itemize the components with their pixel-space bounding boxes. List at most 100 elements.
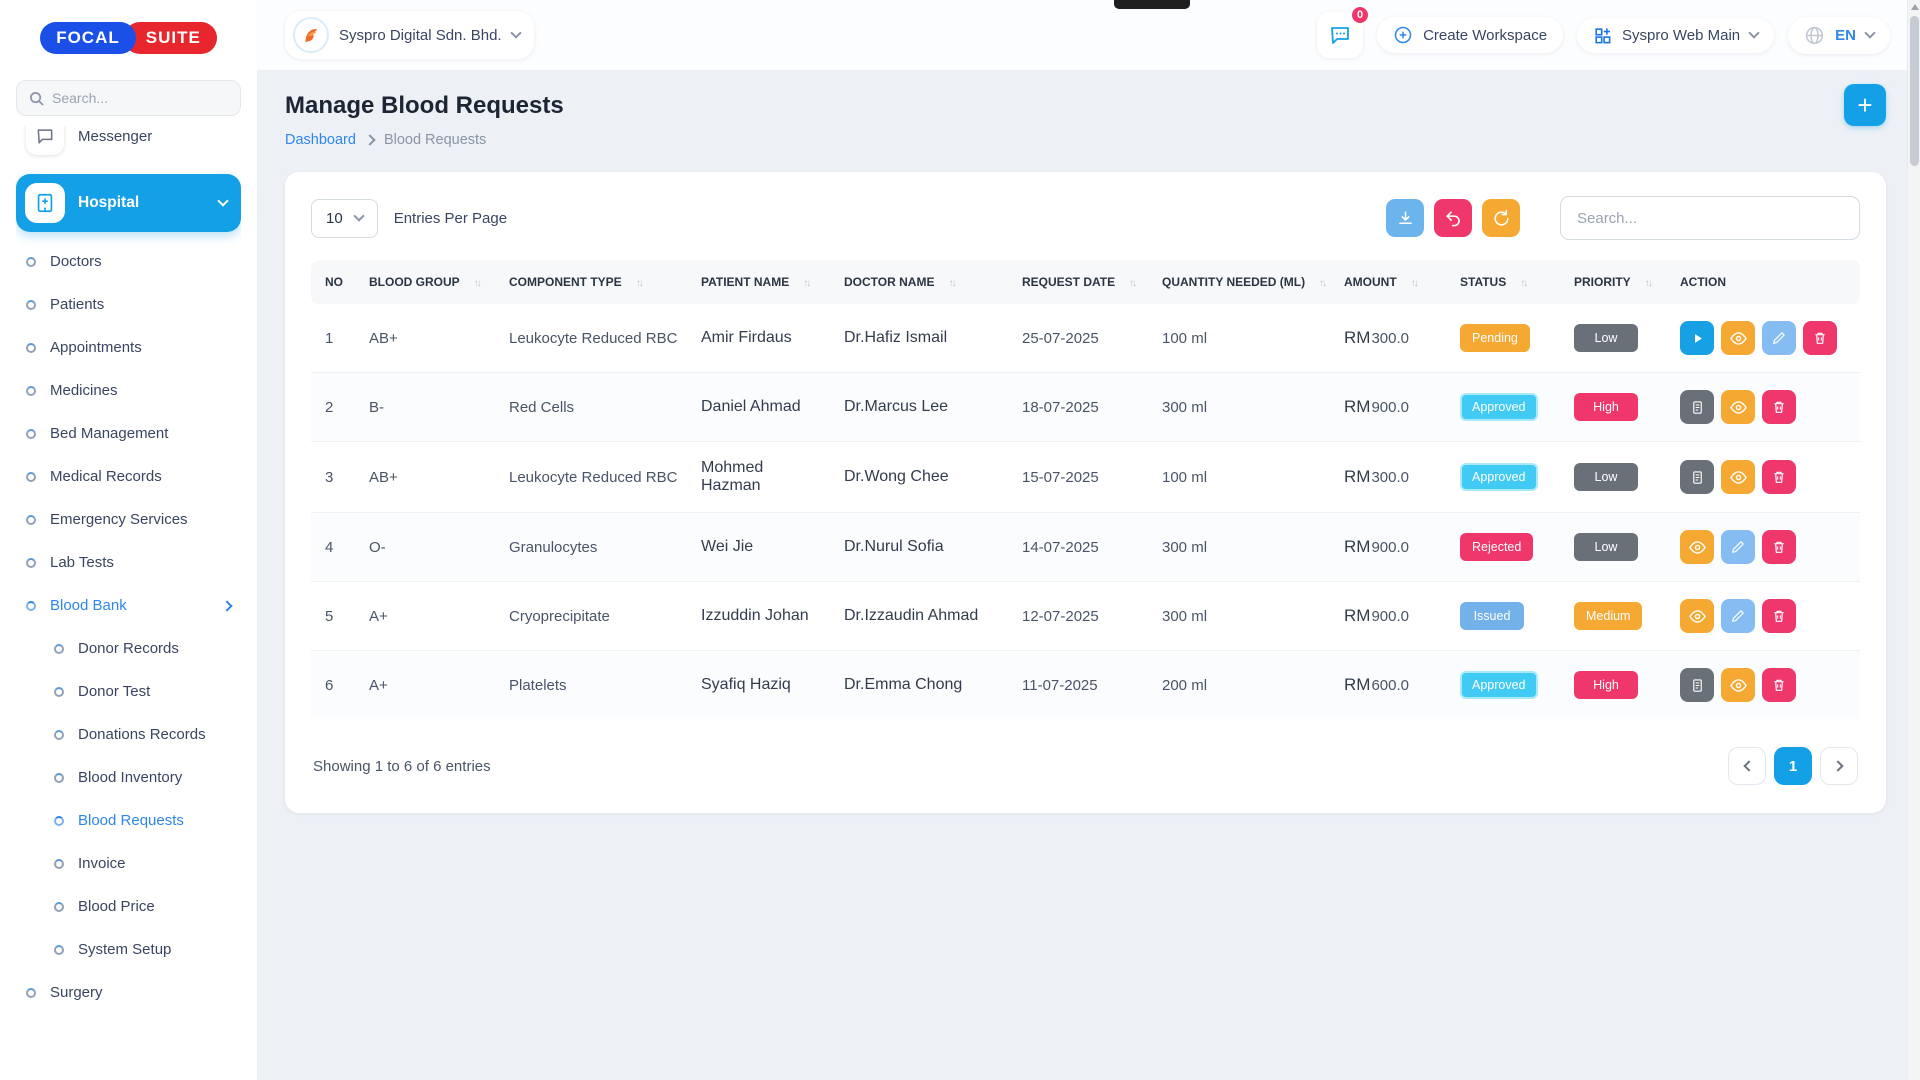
cell-component-type: Cryoprecipitate: [499, 582, 691, 651]
previous-page-button[interactable]: [1728, 747, 1766, 785]
cell-actions: [1670, 304, 1860, 373]
cell-actions: [1670, 513, 1860, 582]
sidebar-search-input[interactable]: [52, 90, 228, 106]
cell-doctor-name: Dr.Izzaudin Ahmad: [834, 582, 1012, 651]
sidebar-item-blood-inventory[interactable]: Blood Inventory: [16, 756, 241, 799]
view-eye-icon: [1729, 468, 1748, 487]
create-workspace-button[interactable]: Create Workspace: [1377, 17, 1563, 53]
status-badge[interactable]: Issued: [1460, 602, 1524, 630]
cell-blood-group: A+: [359, 651, 499, 720]
workspace-selector[interactable]: Syspro Web Main: [1577, 18, 1774, 53]
cell-blood-group: A+: [359, 582, 499, 651]
undo-button[interactable]: [1434, 199, 1472, 237]
scrollbar-up-arrow[interactable]: [1911, 4, 1919, 10]
column-header-component-type[interactable]: COMPONENT TYPE↑↓: [499, 260, 691, 304]
sidebar-item-system-setup[interactable]: System Setup: [16, 928, 241, 971]
action-eye-button[interactable]: [1680, 530, 1714, 564]
action-play-button[interactable]: [1680, 321, 1714, 355]
view-eye-icon: [1688, 538, 1707, 557]
page-scrollbar[interactable]: [1907, 0, 1920, 1080]
sidebar-item-appointments[interactable]: Appointments: [16, 326, 241, 369]
action-delete-button[interactable]: [1762, 460, 1796, 494]
cell-blood-group: B-: [359, 373, 499, 442]
sidebar-item-label: Donor Records: [78, 640, 179, 657]
cell-quantity: 200 ml: [1152, 651, 1334, 720]
action-eye-button[interactable]: [1721, 321, 1755, 355]
sidebar-item-messenger[interactable]: Messenger: [16, 126, 241, 168]
cell-priority: Low: [1564, 513, 1670, 582]
refresh-button[interactable]: [1482, 199, 1520, 237]
column-header-patient-name[interactable]: PATIENT NAME↑↓: [691, 260, 834, 304]
action-file-button[interactable]: [1680, 668, 1714, 702]
sidebar-item-patients[interactable]: Patients: [16, 283, 241, 326]
status-badge[interactable]: Approved: [1460, 671, 1538, 699]
sidebar-group-hospital[interactable]: Hospital: [16, 174, 241, 232]
action-edit-button[interactable]: [1762, 321, 1796, 355]
sidebar-item-medicines[interactable]: Medicines: [16, 369, 241, 412]
action-delete-button[interactable]: [1762, 530, 1796, 564]
chevron-right-icon: [364, 134, 375, 145]
cell-component-type: Platelets: [499, 651, 691, 720]
language-selector[interactable]: EN: [1788, 17, 1890, 54]
column-header-amount[interactable]: AMOUNT↑↓: [1334, 260, 1450, 304]
sidebar-search[interactable]: [16, 80, 241, 116]
invoice-file-icon: [1690, 400, 1705, 415]
company-selector[interactable]: Syspro Digital Sdn. Bhd.: [285, 11, 534, 59]
action-eye-button[interactable]: [1721, 668, 1755, 702]
page-number-button[interactable]: 1: [1774, 747, 1812, 785]
sidebar-item-medical-records[interactable]: Medical Records: [16, 455, 241, 498]
column-header-priority[interactable]: PRIORITY↑↓: [1564, 260, 1670, 304]
status-badge[interactable]: Pending: [1460, 324, 1530, 352]
sidebar-item-donations-records[interactable]: Donations Records: [16, 713, 241, 756]
add-request-button[interactable]: +: [1844, 84, 1886, 126]
action-eye-button[interactable]: [1721, 460, 1755, 494]
table-row: 4O-GranulocytesWei JieDr.Nurul Sofia14-0…: [311, 513, 1860, 582]
plus-circle-icon: [1393, 25, 1413, 45]
sidebar-item-blood-bank[interactable]: Blood Bank: [16, 584, 241, 627]
action-edit-button[interactable]: [1721, 530, 1755, 564]
column-header-doctor-name[interactable]: DOCTOR NAME↑↓: [834, 260, 1012, 304]
breadcrumb-dashboard[interactable]: Dashboard: [285, 132, 356, 148]
scrollbar-thumb[interactable]: [1910, 16, 1919, 166]
sidebar-item-blood-requests[interactable]: Blood Requests: [16, 799, 241, 842]
action-file-button[interactable]: [1680, 390, 1714, 424]
sidebar-item-invoice[interactable]: Invoice: [16, 842, 241, 885]
cell-status: Approved: [1450, 651, 1564, 720]
action-delete-button[interactable]: [1803, 321, 1837, 355]
status-badge[interactable]: Approved: [1460, 393, 1538, 421]
action-delete-button[interactable]: [1762, 599, 1796, 633]
action-delete-button[interactable]: [1762, 668, 1796, 702]
cell-no: 3: [311, 442, 359, 513]
sidebar-item-lab-tests[interactable]: Lab Tests: [16, 541, 241, 584]
entries-per-page-select[interactable]: 10: [311, 199, 378, 238]
column-header-blood-group[interactable]: BLOOD GROUP↑↓: [359, 260, 499, 304]
cell-status: Pending: [1450, 304, 1564, 373]
cell-amount: RM900.0: [1334, 373, 1450, 442]
sidebar-item-donor-test[interactable]: Donor Test: [16, 670, 241, 713]
chat-button[interactable]: 0: [1317, 12, 1363, 58]
status-badge[interactable]: Rejected: [1460, 533, 1533, 561]
sidebar-item-bed-management[interactable]: Bed Management: [16, 412, 241, 455]
column-header-request-date[interactable]: REQUEST DATE↑↓: [1012, 260, 1152, 304]
delete-trash-icon: [1771, 608, 1787, 624]
action-eye-button[interactable]: [1721, 390, 1755, 424]
column-header-quantity-needed-ml[interactable]: QUANTITY NEEDED (ML)↑↓: [1152, 260, 1334, 304]
column-header-status[interactable]: STATUS↑↓: [1450, 260, 1564, 304]
grid-icon: [1593, 26, 1612, 45]
export-download-button[interactable]: [1386, 199, 1424, 237]
table-search-input[interactable]: [1560, 196, 1860, 240]
sidebar-item-doctors[interactable]: Doctors: [16, 240, 241, 283]
sidebar-item-surgery[interactable]: Surgery: [16, 971, 241, 1014]
delete-trash-icon: [1771, 399, 1787, 415]
next-page-button[interactable]: [1820, 747, 1858, 785]
action-edit-button[interactable]: [1721, 599, 1755, 633]
sidebar-item-blood-price[interactable]: Blood Price: [16, 885, 241, 928]
action-file-button[interactable]: [1680, 460, 1714, 494]
action-eye-button[interactable]: [1680, 599, 1714, 633]
sidebar-item-donor-records[interactable]: Donor Records: [16, 627, 241, 670]
status-badge[interactable]: Approved: [1460, 463, 1538, 491]
column-header-no: NO: [311, 260, 359, 304]
sidebar-item-emergency-services[interactable]: Emergency Services: [16, 498, 241, 541]
action-delete-button[interactable]: [1762, 390, 1796, 424]
cell-doctor-name: Dr.Marcus Lee: [834, 373, 1012, 442]
